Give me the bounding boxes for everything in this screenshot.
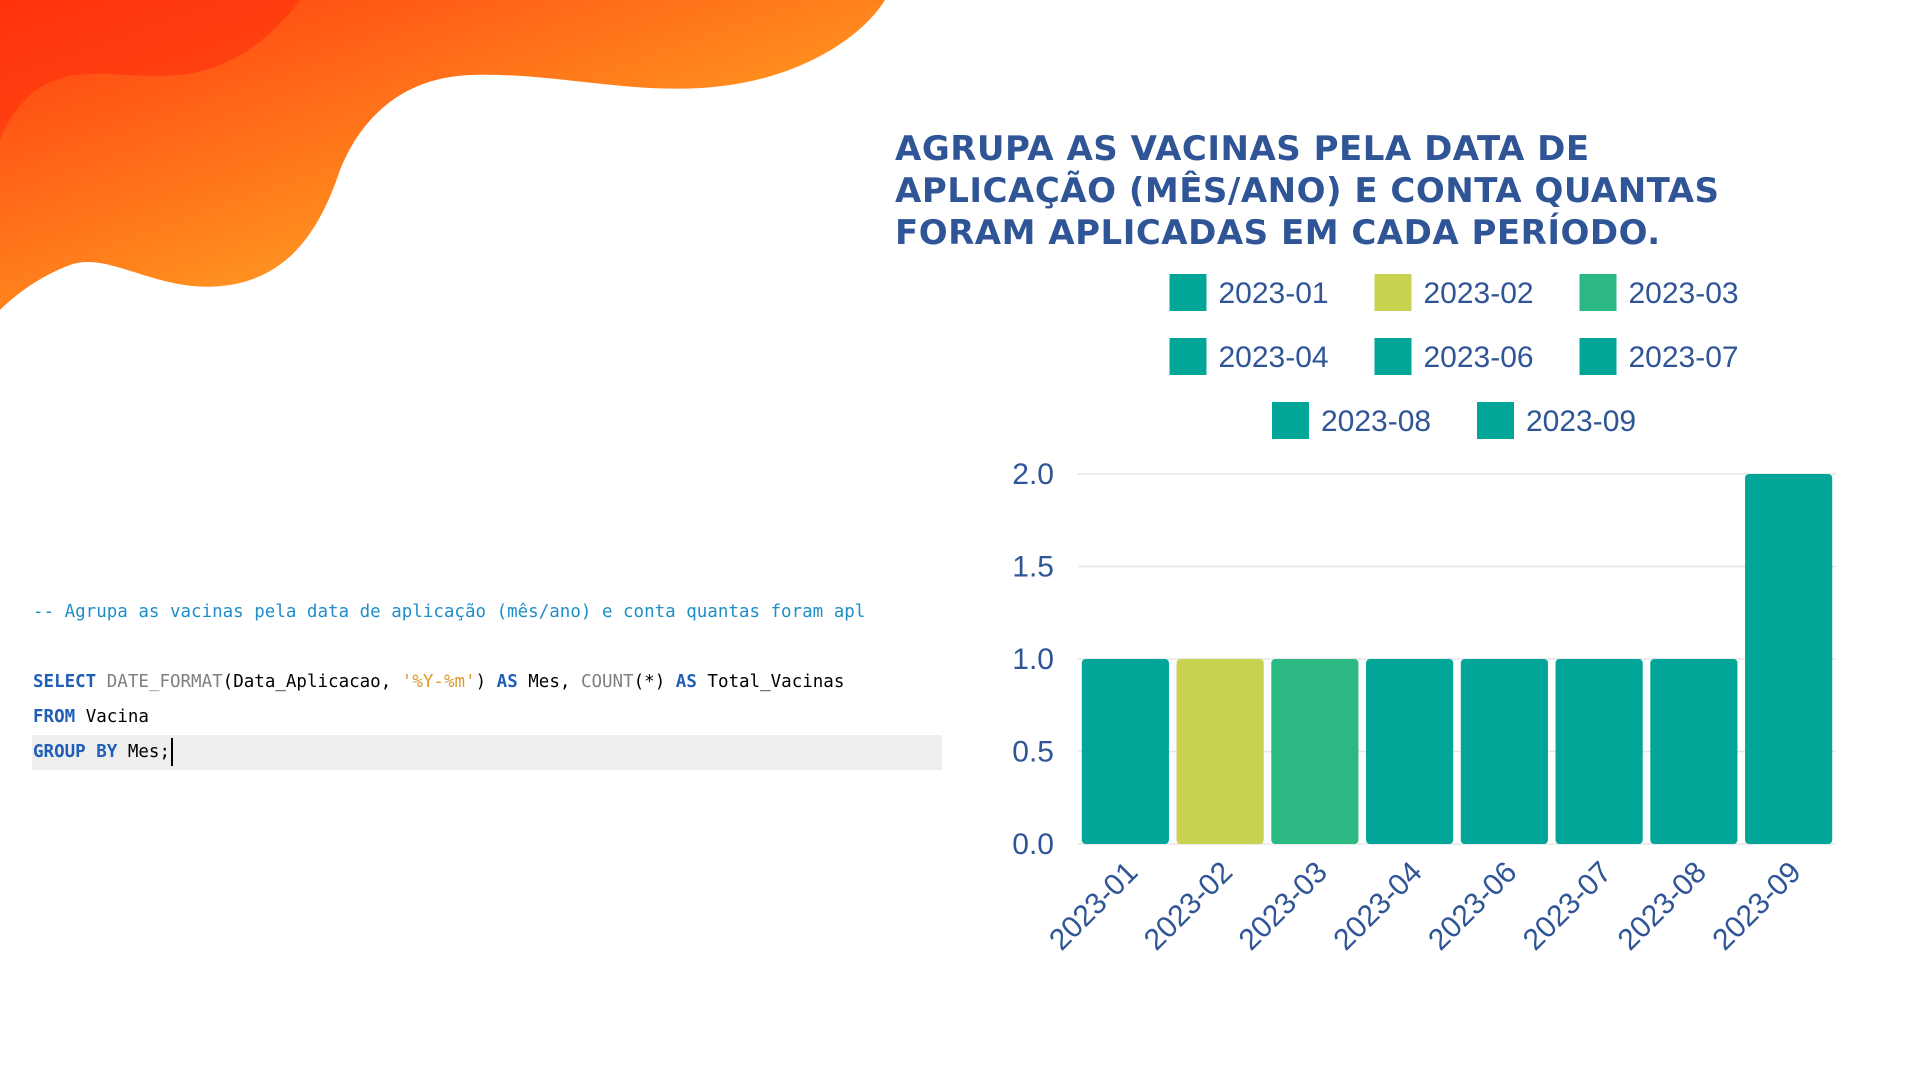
y-tick-label: 2.0	[1012, 458, 1054, 491]
y-tick-label: 1.0	[1012, 643, 1054, 676]
y-tick-label: 1.5	[1012, 551, 1054, 584]
x-tick-label: 2023-07	[1517, 856, 1618, 957]
sql-group-line[interactable]: GROUP BY Mes;	[32, 735, 942, 770]
legend-swatch	[1272, 402, 1309, 439]
bar	[1271, 659, 1359, 844]
bar	[1650, 659, 1738, 844]
title-line-3: FORAM APLICADAS EM CADA PERÍODO.	[895, 213, 1661, 253]
chart-bars	[1081, 474, 1833, 844]
title-line-2: APLICAÇÃO (MÊS/ANO) E CONTA QUANTAS	[895, 171, 1720, 211]
legend-swatch	[1579, 338, 1617, 375]
x-tick-label: 2023-04	[1327, 856, 1428, 957]
legend-swatch	[1374, 274, 1412, 311]
count-argument: (*)	[633, 672, 666, 692]
x-tick-label: 2023-02	[1138, 856, 1239, 957]
legend-item: 2023-06	[1374, 338, 1534, 375]
legend-item: 2023-03	[1579, 274, 1739, 311]
sql-code-editor[interactable]: -- Agrupa as vacinas pela data de aplica…	[32, 595, 942, 770]
from-keyword: FROM	[33, 707, 76, 727]
x-tick-label: 2023-06	[1422, 856, 1523, 957]
bar	[1555, 659, 1643, 844]
decorative-wave-blob	[0, 0, 885, 310]
legend-item: 2023-09	[1477, 402, 1636, 439]
x-tick-label: 2023-09	[1706, 856, 1807, 957]
legend-item: 2023-02	[1374, 274, 1534, 311]
table-name: Vacina	[75, 707, 149, 727]
chart-y-axis: 0.0 0.5 1.0 1.5 2.0	[1012, 458, 1054, 861]
legend-label: 2023-07	[1629, 341, 1739, 374]
legend-item: 2023-04	[1169, 338, 1329, 375]
count-function: COUNT	[580, 672, 634, 692]
page-title: AGRUPA AS VACINAS PELA DATA DE APLICAÇÃO…	[895, 128, 1720, 254]
legend-label: 2023-08	[1321, 405, 1431, 438]
mes-alias: Mes,	[517, 672, 581, 692]
y-tick-label: 0.0	[1012, 828, 1054, 861]
legend-item: 2023-07	[1579, 338, 1739, 375]
chart-x-axis: 2023-012023-022023-032023-042023-062023-…	[1043, 856, 1807, 957]
total-alias: Total_Vacinas	[696, 672, 845, 692]
legend-item: 2023-08	[1272, 402, 1431, 439]
group-by-keyword: GROUP BY	[33, 742, 118, 762]
date-format-function: DATE_FORMAT	[106, 672, 223, 692]
chart-legend: 2023-01 2023-02 2023-03 2023-04 2023-06 2023-…	[1169, 274, 1739, 439]
bar	[1366, 659, 1454, 844]
title-line-1: AGRUPA AS VACINAS PELA DATA DE	[895, 129, 1590, 169]
x-tick-label: 2023-03	[1233, 856, 1334, 957]
legend-swatch	[1169, 274, 1207, 311]
as-keyword-2: AS	[675, 672, 697, 692]
legend-swatch	[1477, 402, 1514, 439]
format-string: '%Y-%m'	[401, 672, 476, 692]
legend-label: 2023-04	[1219, 341, 1329, 374]
bar	[1745, 474, 1833, 844]
legend-swatch	[1374, 338, 1412, 375]
y-tick-label: 0.5	[1012, 736, 1054, 769]
x-tick-label: 2023-01	[1043, 856, 1144, 957]
legend-swatch	[1579, 274, 1617, 311]
legend-item: 2023-01	[1169, 274, 1329, 311]
legend-label: 2023-01	[1219, 277, 1329, 310]
legend-label: 2023-02	[1424, 277, 1534, 310]
sql-select-line: SELECT DATE_FORMAT(Data_Aplicacao, '%Y-%…	[32, 665, 942, 700]
date-format-argument: (Data_Aplicacao,	[222, 672, 402, 692]
bar	[1081, 659, 1169, 844]
legend-label: 2023-09	[1526, 405, 1636, 438]
legend-label: 2023-03	[1629, 277, 1739, 310]
blank-line	[32, 630, 942, 665]
select-keyword: SELECT	[33, 672, 97, 692]
group-column: Mes;	[117, 742, 170, 762]
bar	[1176, 659, 1264, 844]
sql-comment-line: -- Agrupa as vacinas pela data de aplica…	[33, 602, 866, 622]
bar	[1460, 659, 1548, 844]
sql-from-line: FROM Vacina	[32, 700, 942, 735]
close-paren: )	[475, 672, 487, 692]
legend-label: 2023-06	[1424, 341, 1534, 374]
legend-swatch	[1169, 338, 1207, 375]
text-cursor	[170, 738, 173, 766]
as-keyword: AS	[496, 672, 518, 692]
x-tick-label: 2023-08	[1612, 856, 1713, 957]
